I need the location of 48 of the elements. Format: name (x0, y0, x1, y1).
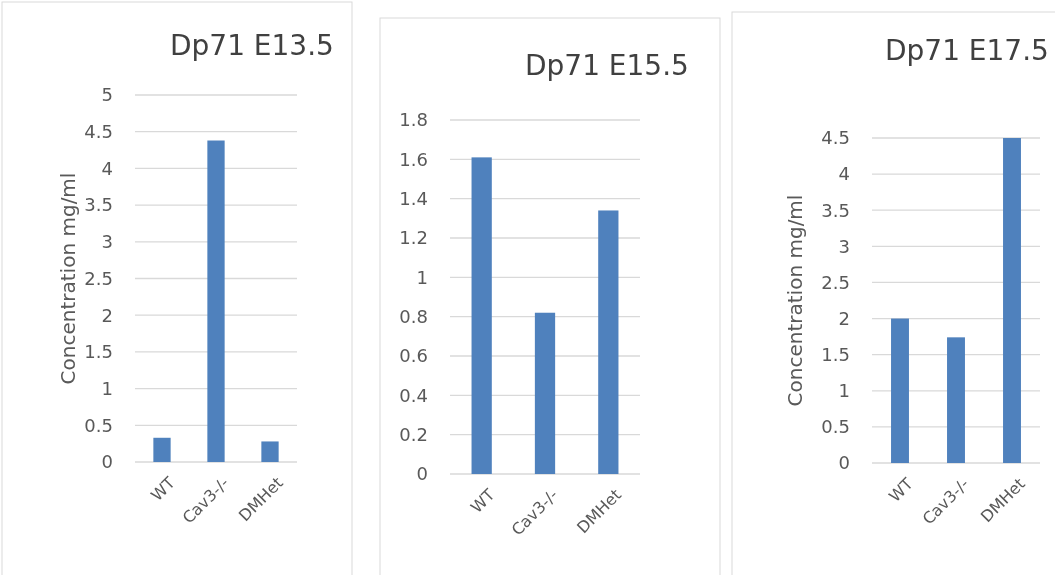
y-tick-label: 4.5 (821, 127, 850, 149)
bar (153, 437, 171, 462)
y-tick-label: 2.5 (821, 271, 850, 293)
y-tick-label: 0.4 (399, 384, 428, 406)
y-tick-label: 3.5 (84, 194, 113, 216)
y-tick-label: 0 (101, 451, 113, 473)
y-tick-label: 0.6 (399, 345, 428, 367)
y-tick-label: 1.5 (84, 341, 113, 363)
y-tick-label: 1.6 (399, 148, 428, 170)
bar (891, 318, 909, 463)
y-tick-label: 2.5 (84, 267, 113, 289)
y-tick-label: 4 (838, 163, 850, 185)
y-axis-title: Concentration mg/ml (56, 172, 80, 385)
y-tick-label: 1 (101, 377, 113, 399)
y-tick-label: 4.5 (84, 121, 113, 142)
bar (1003, 138, 1021, 463)
y-tick-label: 4 (101, 157, 113, 179)
y-axis-title: Concentration mg/ml (783, 194, 807, 407)
y-tick-label: 1 (838, 380, 850, 402)
bar (598, 210, 619, 474)
chart-title: Dp71 E17.5 (885, 34, 1049, 67)
y-tick-label: 2 (838, 307, 850, 329)
y-tick-label: 5 (101, 84, 113, 106)
y-tick-label: 0 (416, 463, 428, 485)
bar (261, 441, 279, 462)
y-tick-label: 0.8 (399, 305, 428, 327)
y-tick-label: 1.4 (399, 187, 428, 209)
chart-title: Dp71 E15.5 (525, 49, 689, 82)
y-tick-label: 0.2 (399, 423, 428, 445)
bar (947, 337, 965, 463)
x-tick-label: WT (147, 473, 179, 505)
bar (207, 140, 225, 462)
y-tick-label: 3.5 (821, 199, 850, 221)
y-tick-label: 1.5 (821, 343, 850, 365)
y-tick-label: 1.8 (399, 109, 428, 131)
chart-title: Dp71 E13.5 (170, 29, 334, 62)
y-tick-label: 2 (101, 304, 113, 326)
y-tick-label: 1.2 (399, 227, 428, 249)
y-tick-label: 1 (416, 266, 428, 288)
bar (471, 157, 492, 474)
y-tick-label: 0 (838, 452, 850, 474)
y-tick-label: 3 (838, 235, 850, 257)
x-tick-label: WT (885, 474, 917, 506)
y-tick-label: 0.5 (84, 414, 113, 436)
y-tick-label: 3 (101, 231, 113, 253)
x-tick-label: WT (466, 485, 499, 517)
bar (534, 312, 556, 474)
y-tick-label: 0.5 (821, 416, 850, 438)
